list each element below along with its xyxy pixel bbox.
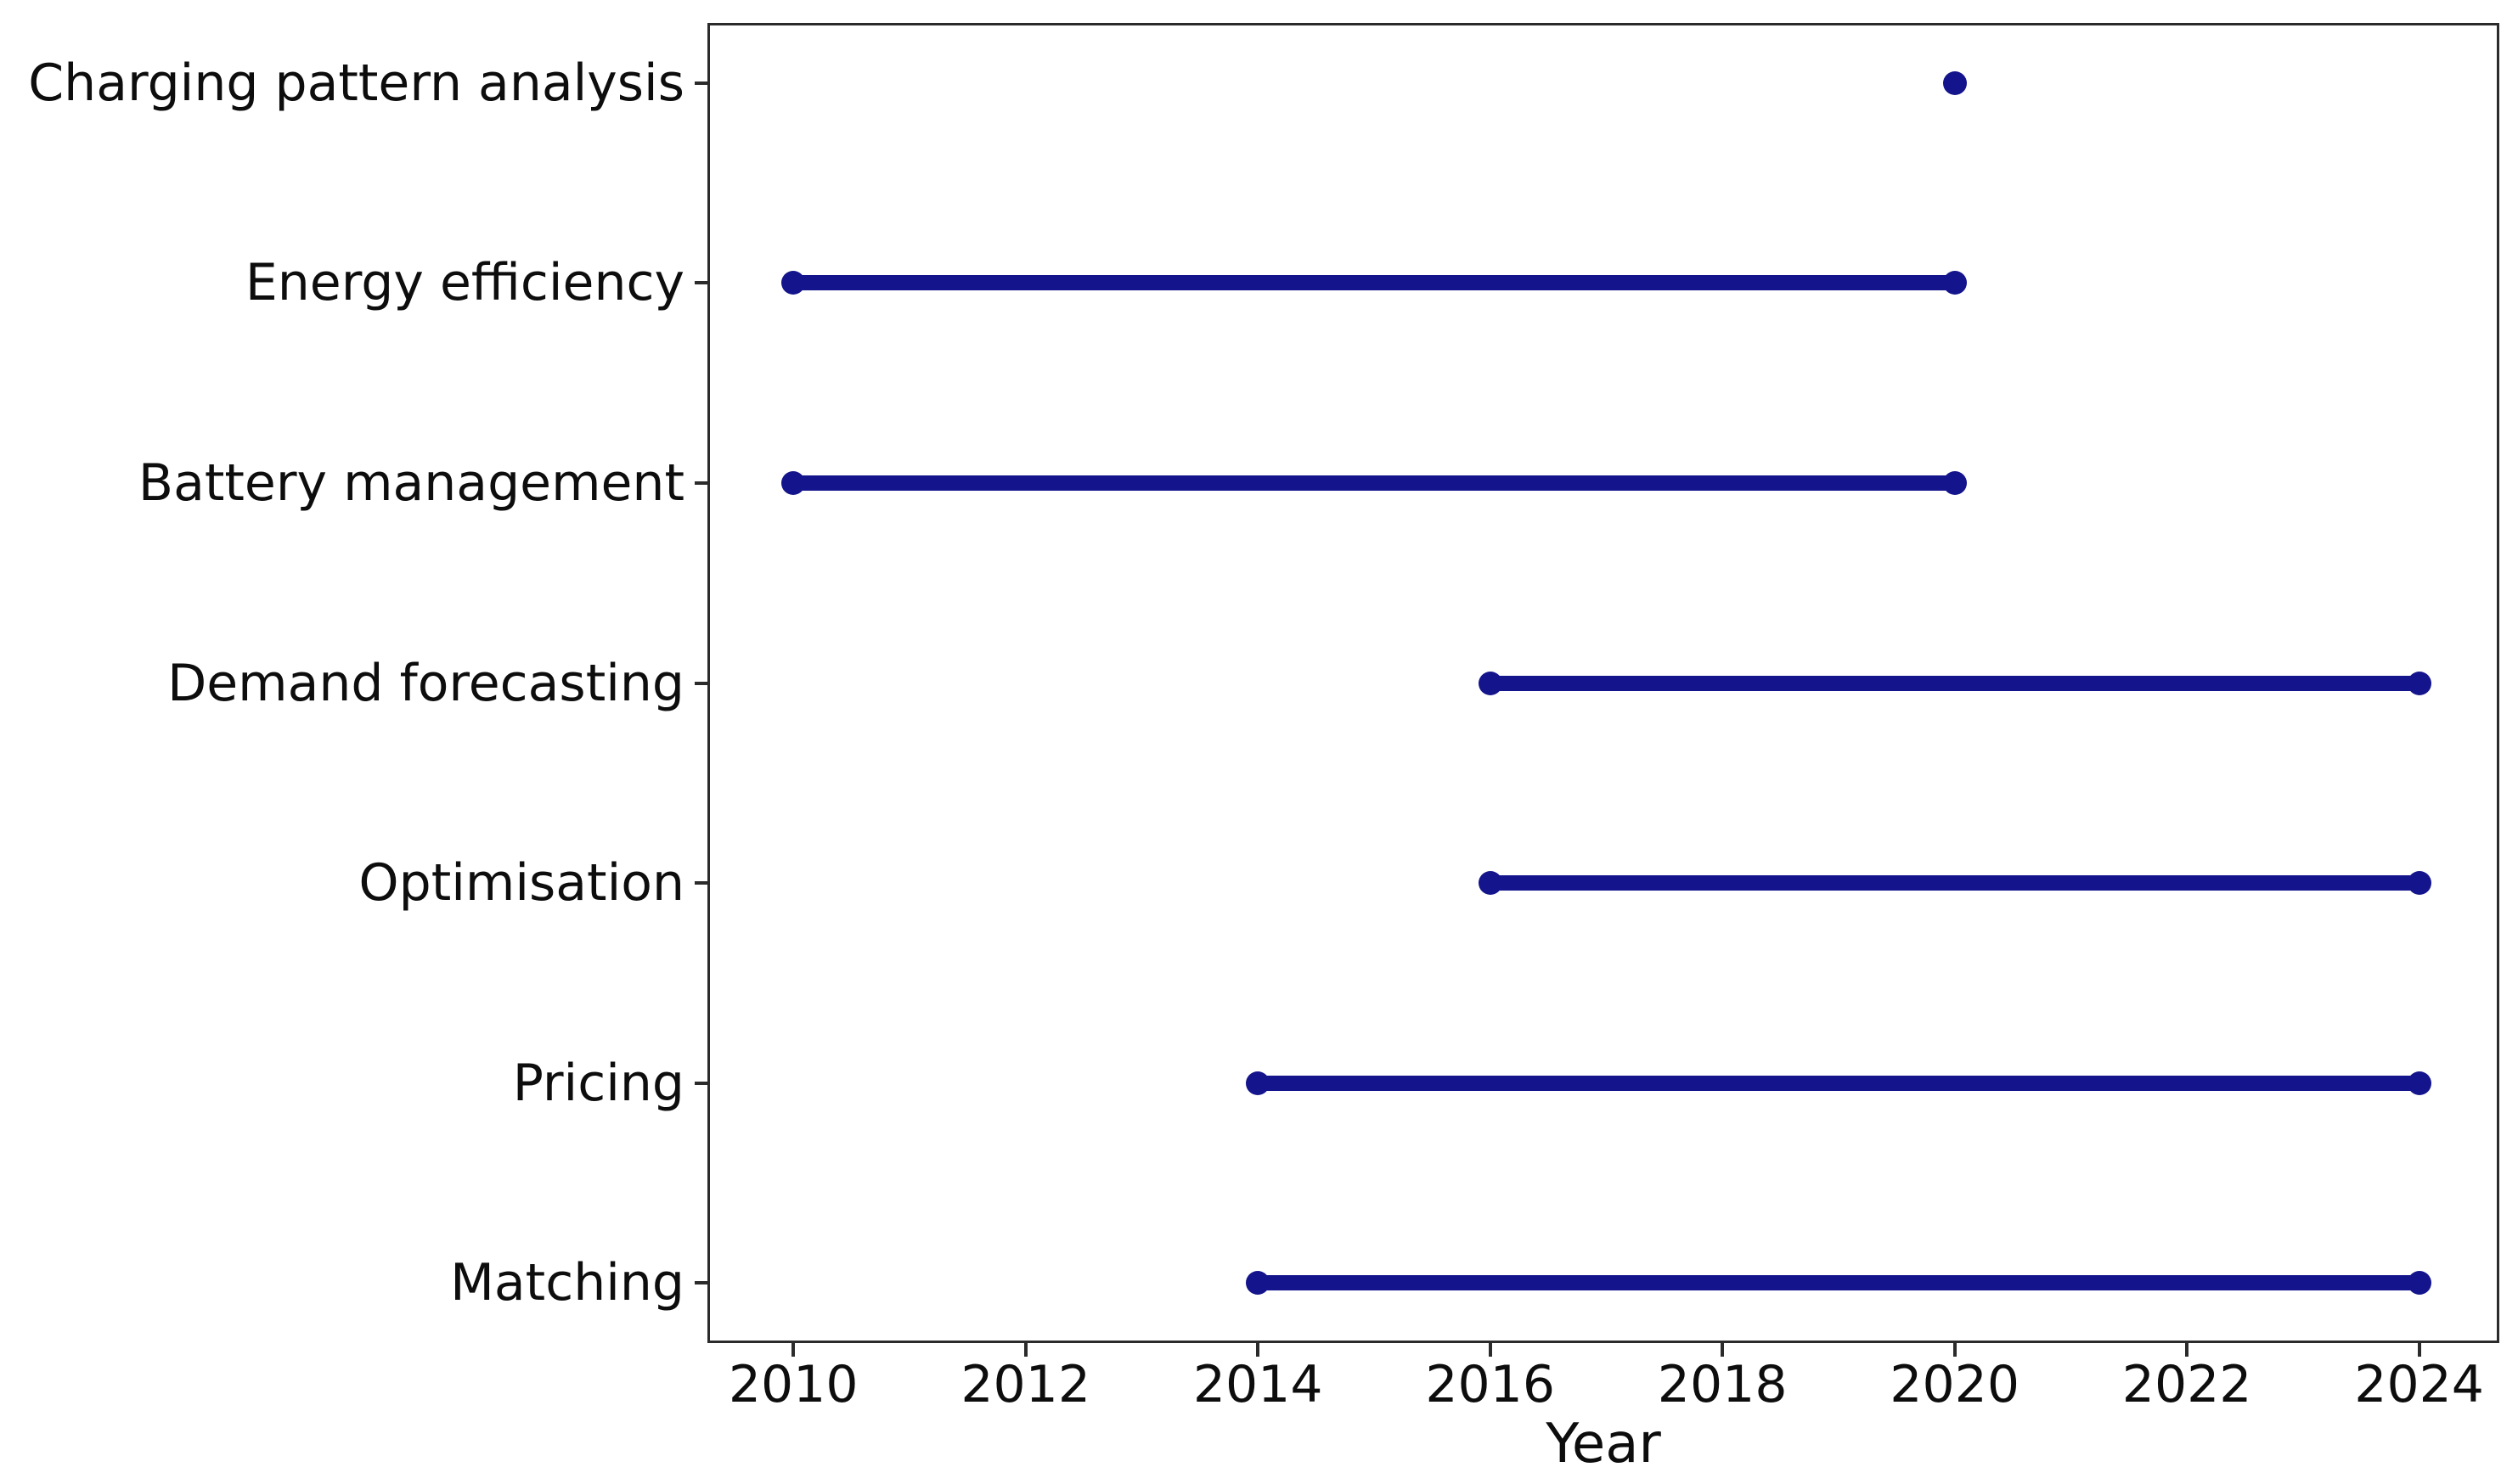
timeline-bar: [793, 275, 1955, 291]
timeline-bar: [1258, 1275, 2419, 1291]
timeline-endpoint-dot: [1942, 271, 1967, 295]
timeline-endpoint-dot: [2407, 671, 2431, 695]
x-tick-mark: [791, 1343, 796, 1357]
x-tick-label: 2024: [2354, 1355, 2484, 1414]
x-tick-mark: [1023, 1343, 1028, 1357]
x-axis-label: Year: [1546, 1413, 1661, 1476]
category-label: Pricing: [512, 1053, 684, 1113]
timeline-bar: [1490, 875, 2419, 891]
timeline-endpoint-dot: [1942, 70, 1967, 95]
timeline-endpoint-dot: [781, 470, 806, 495]
timeline-endpoint-dot: [1942, 470, 1967, 495]
x-tick-label: 2020: [1890, 1355, 2020, 1414]
y-tick-mark: [695, 281, 707, 285]
category-label: Battery management: [138, 453, 684, 513]
y-tick-mark: [695, 681, 707, 685]
timeline-endpoint-dot: [2407, 871, 2431, 896]
timeline-bar: [1490, 675, 2419, 691]
category-label: Energy efficiency: [245, 253, 684, 313]
y-tick-mark: [695, 481, 707, 485]
timeline-bar: [1258, 1075, 2419, 1091]
timeline-endpoint-dot: [1246, 1271, 1270, 1296]
category-label: Matching: [450, 1253, 684, 1313]
timeline-endpoint-dot: [1478, 671, 1502, 695]
x-tick-label: 2012: [960, 1355, 1091, 1414]
timeline-endpoint-dot: [2407, 1271, 2431, 1296]
x-tick-label: 2010: [728, 1355, 859, 1414]
category-label: Optimisation: [358, 853, 684, 913]
x-tick-label: 2018: [1657, 1355, 1788, 1414]
x-tick-mark: [1721, 1343, 1725, 1357]
timeline-bar: [793, 475, 1955, 491]
x-tick-label: 2014: [1192, 1355, 1323, 1414]
y-tick-mark: [695, 1281, 707, 1285]
y-tick-mark: [695, 881, 707, 885]
x-tick-mark: [1488, 1343, 1492, 1357]
timeline-endpoint-dot: [781, 271, 806, 295]
x-tick-label: 2016: [1425, 1355, 1556, 1414]
x-tick-mark: [2185, 1343, 2189, 1357]
x-tick-mark: [1256, 1343, 1260, 1357]
x-tick-mark: [2417, 1343, 2421, 1357]
y-tick-mark: [695, 1081, 707, 1085]
x-tick-mark: [1952, 1343, 1957, 1357]
timeline-endpoint-dot: [1246, 1071, 1270, 1095]
timeline-endpoint-dot: [1478, 871, 1502, 896]
category-label: Demand forecasting: [167, 653, 684, 713]
timeline-endpoint-dot: [2407, 1071, 2431, 1095]
x-tick-label: 2022: [2121, 1355, 2252, 1414]
y-tick-mark: [695, 81, 707, 85]
category-label: Charging pattern analysis: [28, 53, 684, 113]
